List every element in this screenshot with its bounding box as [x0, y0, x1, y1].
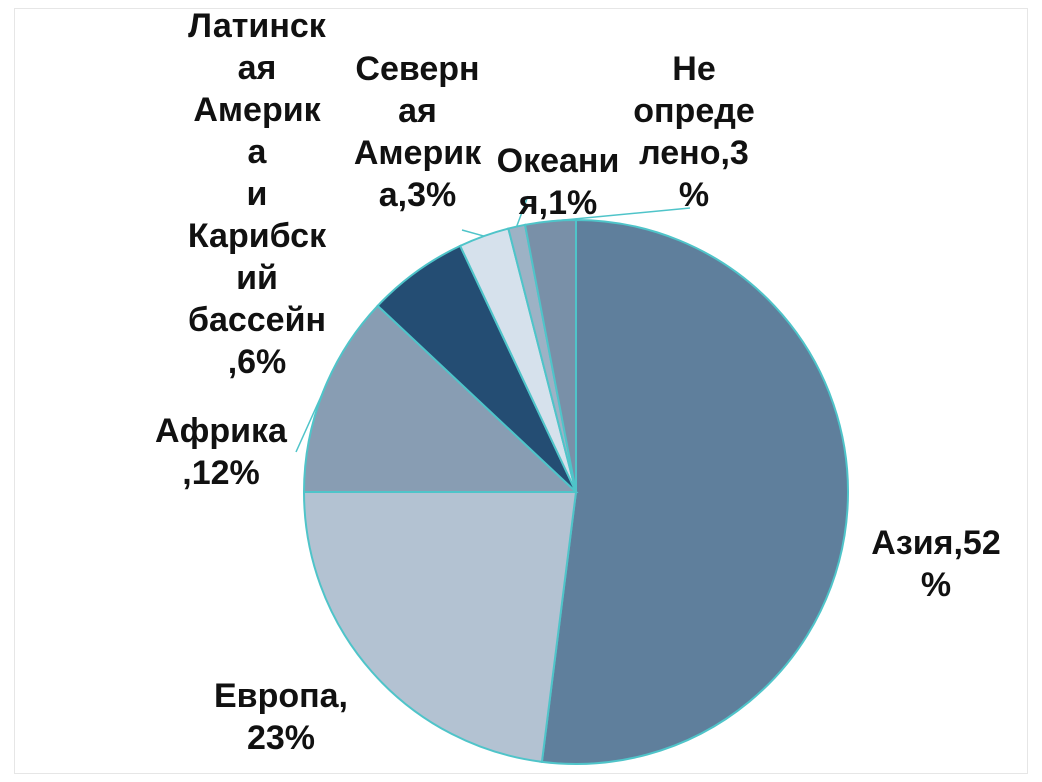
leader-undefined [550, 207, 691, 222]
leader-oceania [515, 195, 529, 227]
slice-undefined [523, 218, 577, 493]
slice-label-oceania: Океани я,1% [496, 142, 620, 222]
slice-label-latin-america: Латинск ая Америк а и Карибск ий бассейн… [187, 7, 327, 381]
slice-label-asia: Азия,52 % [871, 524, 1001, 604]
leader-africa [295, 391, 324, 453]
pie-slices [302, 218, 849, 765]
slice-africa [302, 304, 579, 493]
slice-label-undefined: Не опреде лено,3 % [633, 50, 755, 214]
slice-asia [540, 218, 849, 765]
slice-europe [302, 491, 578, 763]
slice-label-europe: Европа, 23% [213, 677, 348, 757]
slice-label-north-america: Северн ая Америк а,3% [353, 50, 482, 214]
leader-north-america [461, 229, 485, 237]
leader-lines [295, 195, 691, 453]
slice-label-africa: Африка ,12% [155, 412, 287, 492]
